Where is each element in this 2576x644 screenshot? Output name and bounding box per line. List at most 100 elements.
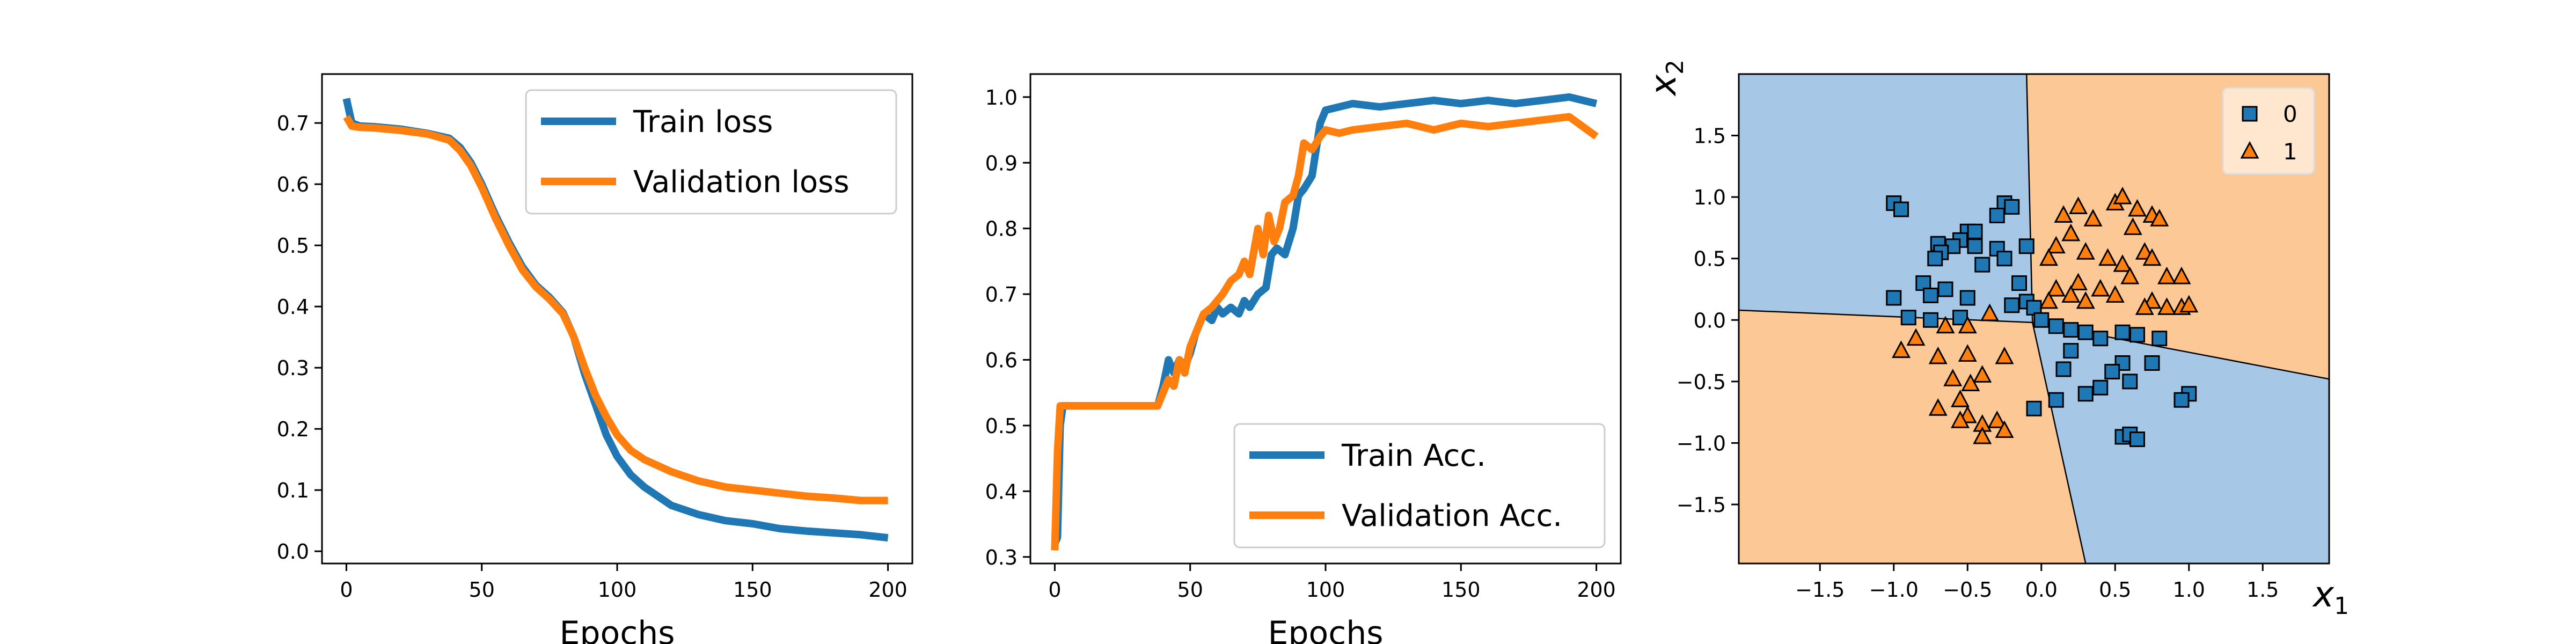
data-point-class-1 <box>2061 223 2081 241</box>
data-point-class-1 <box>2068 273 2088 291</box>
data-point-class-0 <box>2063 322 2079 338</box>
x-tick-label: 150 <box>733 578 772 602</box>
data-point-class-1 <box>1943 369 1963 386</box>
accuracy-plot: 0 50 100 150 200 0.3 0.4 0.5 0.6 0.7 0.8 0.9 1.0 Epoc… <box>985 73 1622 644</box>
data-point-class-1 <box>1906 328 1926 346</box>
data-point-class-0 <box>1959 290 1975 306</box>
y-tick-label: −1.5 <box>1677 493 1726 517</box>
data-point-class-0 <box>2104 364 2120 380</box>
data-point-class-1 <box>1987 411 2007 428</box>
legend-label: Validation Acc. <box>1342 499 1562 533</box>
data-point-class-1 <box>2142 248 2162 266</box>
y-tick-label: 0.7 <box>277 112 309 135</box>
data-point-class-1 <box>2068 196 2088 214</box>
x-tick-label: 50 <box>1177 578 1203 602</box>
data-point-class-0 <box>1893 201 1909 217</box>
legend-label: 0 <box>2283 101 2297 127</box>
data-point-class-1 <box>1891 340 1911 358</box>
data-point-class-1 <box>2113 186 2132 204</box>
data-point-class-0 <box>2026 400 2042 416</box>
decision-region-class-1-bottom-left <box>1739 310 2086 564</box>
data-point-class-0 <box>2092 379 2109 396</box>
data-point-class-1 <box>1958 344 1977 362</box>
data-point-class-1 <box>2098 248 2118 266</box>
x-axis-label-subscript: 1 <box>2334 592 2349 620</box>
data-point-class-1 <box>2046 279 2066 297</box>
y-tick-label: 0.5 <box>985 414 1018 438</box>
data-point-class-0 <box>1974 257 1990 273</box>
data-point-class-1 <box>1973 426 1992 444</box>
data-point-class-1 <box>1973 365 1992 383</box>
x-tick-label: −0.5 <box>1943 578 1992 602</box>
data-point-class-1 <box>1958 316 1977 334</box>
axes-frame <box>1738 73 2330 565</box>
data-point-class-0 <box>2092 331 2109 347</box>
data-point-class-0 <box>1923 287 1938 303</box>
data-point-class-0 <box>1989 208 2005 224</box>
data-point-class-1 <box>2127 199 2147 217</box>
y-tick-label: −1.0 <box>1677 431 1726 455</box>
data-point-class-0 <box>2048 392 2064 408</box>
data-point-class-0 <box>2077 386 2094 402</box>
data-point-class-0 <box>2004 199 2020 215</box>
x-tick-label: 100 <box>1306 578 1345 602</box>
data-point-class-1 <box>2157 297 2177 315</box>
y-tick-label: 1.0 <box>985 86 1018 109</box>
y-tick-label: 0.5 <box>277 234 309 258</box>
legend-label: Train Acc. <box>1341 438 1486 473</box>
y-tick-label: 0.1 <box>277 479 309 502</box>
loss-plot: 0 50 100 150 200 0.0 0.1 0.2 0.3 0.4 0.5 0.6 0.7 Epoc… <box>277 73 913 644</box>
data-point-class-1 <box>1995 420 2014 438</box>
legend: Train Acc. Validation Acc. <box>1233 423 1606 548</box>
data-point-class-1 <box>1950 411 1970 428</box>
data-point-class-0 <box>2114 324 2131 340</box>
data-point-class-1 <box>1995 346 2014 364</box>
data-point-class-0 <box>1923 312 1938 328</box>
y-tick-label: 0.8 <box>985 217 1018 241</box>
x-tick-label: 0 <box>340 578 353 602</box>
x-tick-label: 150 <box>1441 578 1481 602</box>
data-point-class-1 <box>2061 285 2081 303</box>
x-tick-label: 200 <box>868 578 908 602</box>
data-point-class-1 <box>1936 316 1955 334</box>
decision-region-class-0-top-left <box>1739 74 2033 323</box>
data-point-class-1 <box>2105 285 2125 303</box>
x-tick-label: −1.5 <box>1795 578 1845 602</box>
data-point-class-0 <box>2048 318 2064 334</box>
legend-label: Train loss <box>633 105 773 140</box>
x-axis-label: Epochs <box>560 614 675 644</box>
data-point-class-0 <box>2018 238 2035 254</box>
x-tick-label: 1.0 <box>2173 578 2205 602</box>
data-point-class-1 <box>2135 297 2154 315</box>
x-tick-label: −1.0 <box>1869 578 1919 602</box>
data-point-class-1 <box>2083 209 2103 226</box>
decision-regions-plot: −1.5 −1.0 −0.5 0.0 0.5 1.0 1.5 −1.5 −1.0 −0.5 0.0 0… <box>1643 60 2349 620</box>
legend-label: Validation loss <box>633 165 850 200</box>
data-point-class-1 <box>2157 266 2177 284</box>
y-tick-label: 0.0 <box>277 540 309 564</box>
data-point-class-1 <box>2150 209 2169 226</box>
x-axis-label: Epochs <box>1268 614 1384 644</box>
data-point-class-1 <box>2054 205 2073 223</box>
data-point-class-1 <box>2179 295 2199 313</box>
data-point-class-1 <box>1961 374 1980 391</box>
data-point-class-0 <box>2063 343 2079 359</box>
y-axis-label: x2 <box>1643 60 1689 97</box>
legend-frame <box>525 89 897 215</box>
series-line-validation-loss <box>343 115 888 504</box>
data-point-class-0 <box>1937 281 1953 297</box>
decision-boundary-line <box>2032 322 2087 564</box>
data-point-class-0 <box>2174 392 2190 408</box>
y-tick-label: 1.0 <box>1694 186 1726 209</box>
y-tick-label: 0.9 <box>985 151 1018 175</box>
legend-marker <box>2240 141 2259 159</box>
data-point-class-1 <box>1928 346 1948 364</box>
data-point-class-1 <box>2172 266 2191 284</box>
x-tick-label: 0.0 <box>2025 578 2058 602</box>
legend-label: 1 <box>2283 138 2297 165</box>
y-tick-label: 0.5 <box>1694 247 1726 271</box>
data-point-class-0 <box>1927 251 1943 267</box>
data-point-class-1 <box>2039 291 2059 309</box>
y-axis-label-subscript: 2 <box>1662 60 1689 75</box>
